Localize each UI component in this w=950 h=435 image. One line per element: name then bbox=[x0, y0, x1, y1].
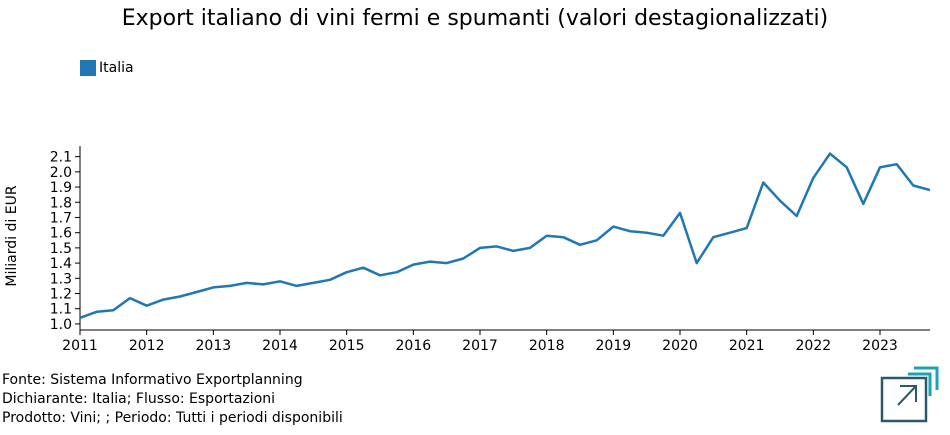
y-tick-label: 1.5 bbox=[50, 241, 72, 257]
x-tick-label: 2013 bbox=[196, 338, 232, 354]
y-tick-label: 1.6 bbox=[50, 226, 72, 242]
x-tick-label: 2012 bbox=[129, 338, 165, 354]
x-tick-label: 2014 bbox=[262, 338, 298, 354]
x-tick-label: 2019 bbox=[596, 338, 632, 354]
footer-source: Fonte: Sistema Informativo Exportplannin… bbox=[2, 372, 303, 388]
y-tick-label: 1.4 bbox=[50, 256, 72, 272]
x-tick-label: 2023 bbox=[862, 338, 898, 354]
series-line-0 bbox=[79, 152, 931, 319]
legend-label: Italia bbox=[99, 60, 134, 76]
y-tick-label: 1.7 bbox=[50, 210, 72, 226]
y-tick-label: 1.0 bbox=[50, 317, 72, 333]
y-tick-label: 2.1 bbox=[50, 150, 72, 166]
x-tick-label: 2016 bbox=[396, 338, 432, 354]
x-tick-label: 2022 bbox=[796, 338, 832, 354]
y-tick-label: 1.1 bbox=[50, 302, 72, 318]
y-tick-label: 1.3 bbox=[50, 271, 72, 287]
chart-legend: Italia bbox=[80, 60, 134, 76]
chart-axes: 2011 2012 2013 2014 2015 2016 2017 2018 2019 2020… bbox=[4, 146, 930, 354]
y-axis-label: Miliardi di EUR bbox=[4, 185, 20, 286]
chart-series bbox=[79, 152, 931, 319]
footer-reporter: Dichiarante: Italia; Flusso: Esportazion… bbox=[2, 391, 276, 407]
chart-title: Export italiano di vini fermi e spumanti… bbox=[121, 6, 829, 31]
exportplanning-logo-icon bbox=[880, 366, 939, 423]
chart-footer: Fonte: Sistema Informativo Exportplannin… bbox=[2, 371, 343, 428]
y-tick-label: 2.0 bbox=[50, 165, 72, 181]
x-tick-label: 2020 bbox=[662, 338, 698, 354]
y-tick-label: 1.9 bbox=[50, 180, 72, 196]
footer-product: Prodotto: Vini; ; Periodo: Tutti i perio… bbox=[2, 410, 343, 426]
x-tick-label: 2011 bbox=[62, 338, 98, 354]
x-tick-label: 2017 bbox=[462, 338, 498, 354]
y-tick-label: 1.8 bbox=[50, 195, 72, 211]
x-tick-label: 2018 bbox=[529, 338, 565, 354]
x-tick-label: 2021 bbox=[729, 338, 765, 354]
x-tick-label: 2015 bbox=[329, 338, 365, 354]
y-tick-label: 1.2 bbox=[50, 287, 72, 303]
legend-swatch bbox=[80, 60, 96, 76]
